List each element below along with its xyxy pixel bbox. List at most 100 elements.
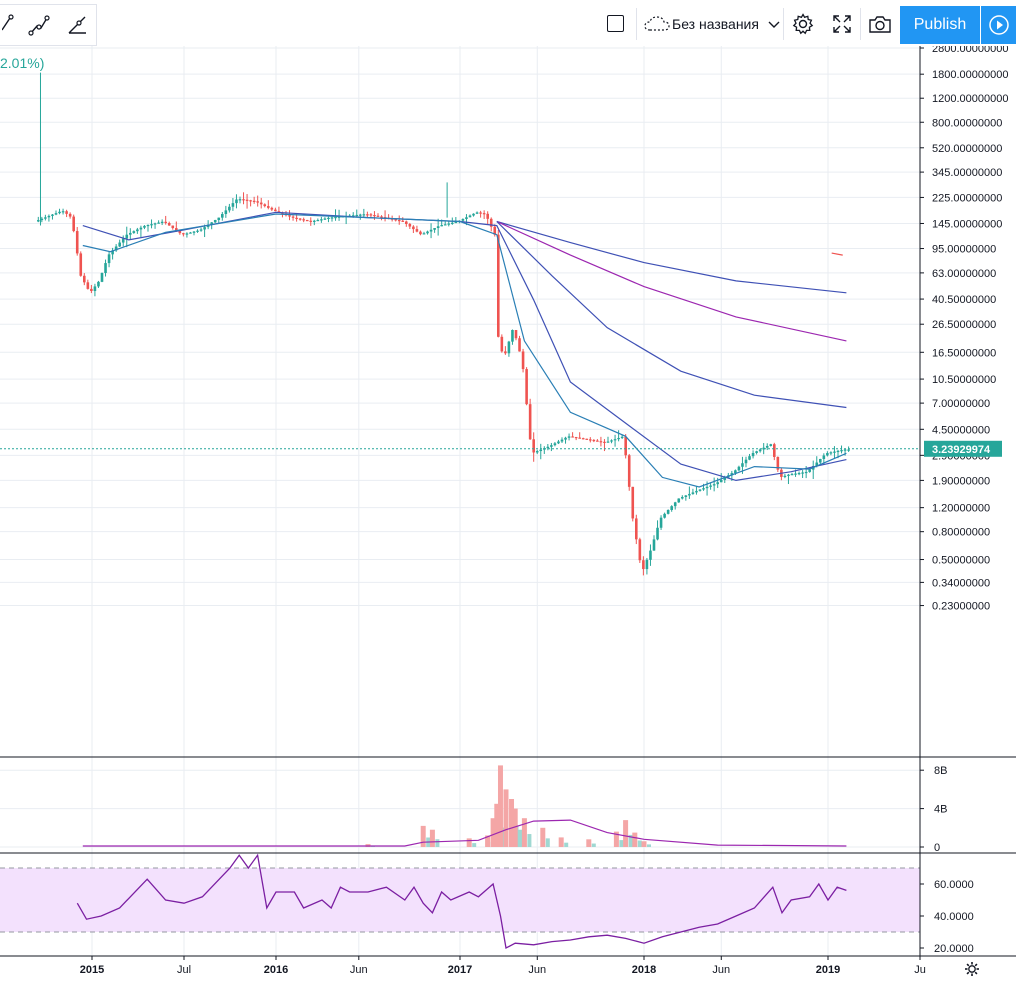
candle-body [114,246,118,251]
candle-body [380,216,383,218]
price-tick-label: 7.00000000 [932,398,990,410]
fullscreen-button[interactable] [824,8,860,40]
path-tool[interactable] [20,5,58,45]
candle-body [298,218,302,220]
time-tick-label: 2015 [80,964,104,976]
candle-body [316,219,320,222]
candle-body [362,214,366,216]
volume-bar [591,843,596,847]
candle-body [267,206,270,208]
cloud-icon [644,16,670,31]
time-tick-label: 2019 [816,964,840,976]
play-button[interactable] [980,6,1016,44]
candle-body [599,441,603,443]
rsi-tick-label: 20.0000 [934,943,974,955]
layout-selector[interactable]: Без названия [644,12,781,36]
price-tick-label: 63.00000000 [932,268,996,280]
candle-body [620,436,624,438]
candle-body [270,207,274,210]
candle-body [454,221,458,224]
candle-body [221,214,224,218]
volume-bar [619,840,624,847]
candle-body [132,231,136,233]
candle-body [235,199,238,204]
candle-body [635,518,638,540]
candle-body [631,486,635,519]
candle-body [557,441,560,444]
candle-body [189,232,192,234]
candle-body [210,222,213,225]
volume-bar [503,789,509,847]
volume-bar [540,827,546,847]
candle-body [83,275,86,283]
publish-button[interactable]: Publish [900,6,980,44]
moving-average-line [82,213,847,488]
candle-body [801,472,804,474]
volume-bar [623,820,629,847]
candle-body [373,215,376,217]
square-icon[interactable] [607,15,624,32]
price-tick-label: 4.50000000 [932,424,990,436]
price-change-percent: 2.01%) [0,55,45,71]
candle-body [167,222,171,226]
candle-body [787,474,790,476]
candle-body [58,211,61,214]
candle-body [670,506,673,511]
candle-body [688,493,691,496]
candle-body [164,221,167,223]
candle-body [829,452,833,454]
ray-tool[interactable] [58,5,96,45]
chevron-down-icon [768,21,780,28]
candle-body [592,439,596,442]
time-tick-label: Jun [528,964,546,976]
volume-bar [521,818,527,847]
candle-body [330,217,334,219]
candle-body [702,488,705,490]
candle-body [652,539,656,551]
candle-body [178,230,182,234]
candle-body [486,213,489,219]
trend-line-tool[interactable] [0,5,20,45]
candle-body [808,469,811,472]
volume-tick-label: 8B [934,765,947,777]
layout-name: Без названия [672,16,759,32]
snapshot-button[interactable] [862,8,898,40]
price-tick-label: 800.00000000 [932,117,1002,129]
time-tick-label: 2018 [632,964,656,976]
candle-body [677,498,681,503]
volume-bar [586,839,592,847]
settings-button[interactable] [785,8,821,40]
candle-body [47,215,51,218]
candle-body [468,215,472,218]
candle-body [185,233,189,235]
candle-body [228,206,231,211]
volume-bar [558,837,564,847]
candle-body [37,220,40,222]
price-tick-label: 1800.00000000 [932,69,1008,81]
candle-body [624,436,627,456]
candle-body [840,450,843,452]
candle-body [627,455,631,487]
gear-icon [792,13,814,35]
candle-body [465,217,468,220]
candle-body [535,451,539,453]
candle-body [44,217,47,219]
candle-body [68,213,72,217]
candle-body [75,231,79,254]
time-tick-label: Jul [177,964,191,976]
candle-body [843,449,847,451]
volume-bar [518,829,523,847]
candle-body [479,212,482,214]
candle-body [833,451,836,453]
axis-settings-icon[interactable] [965,962,979,976]
rsi-tick-label: 60.0000 [934,879,974,891]
candle-body [249,200,252,202]
candle-body [493,226,497,235]
last-price-label: 3.23929974 [932,444,991,456]
candle-body [521,351,525,370]
candle-body [153,223,157,225]
candle-body [571,436,574,438]
candle-body [500,336,504,352]
candle-body [369,214,373,216]
